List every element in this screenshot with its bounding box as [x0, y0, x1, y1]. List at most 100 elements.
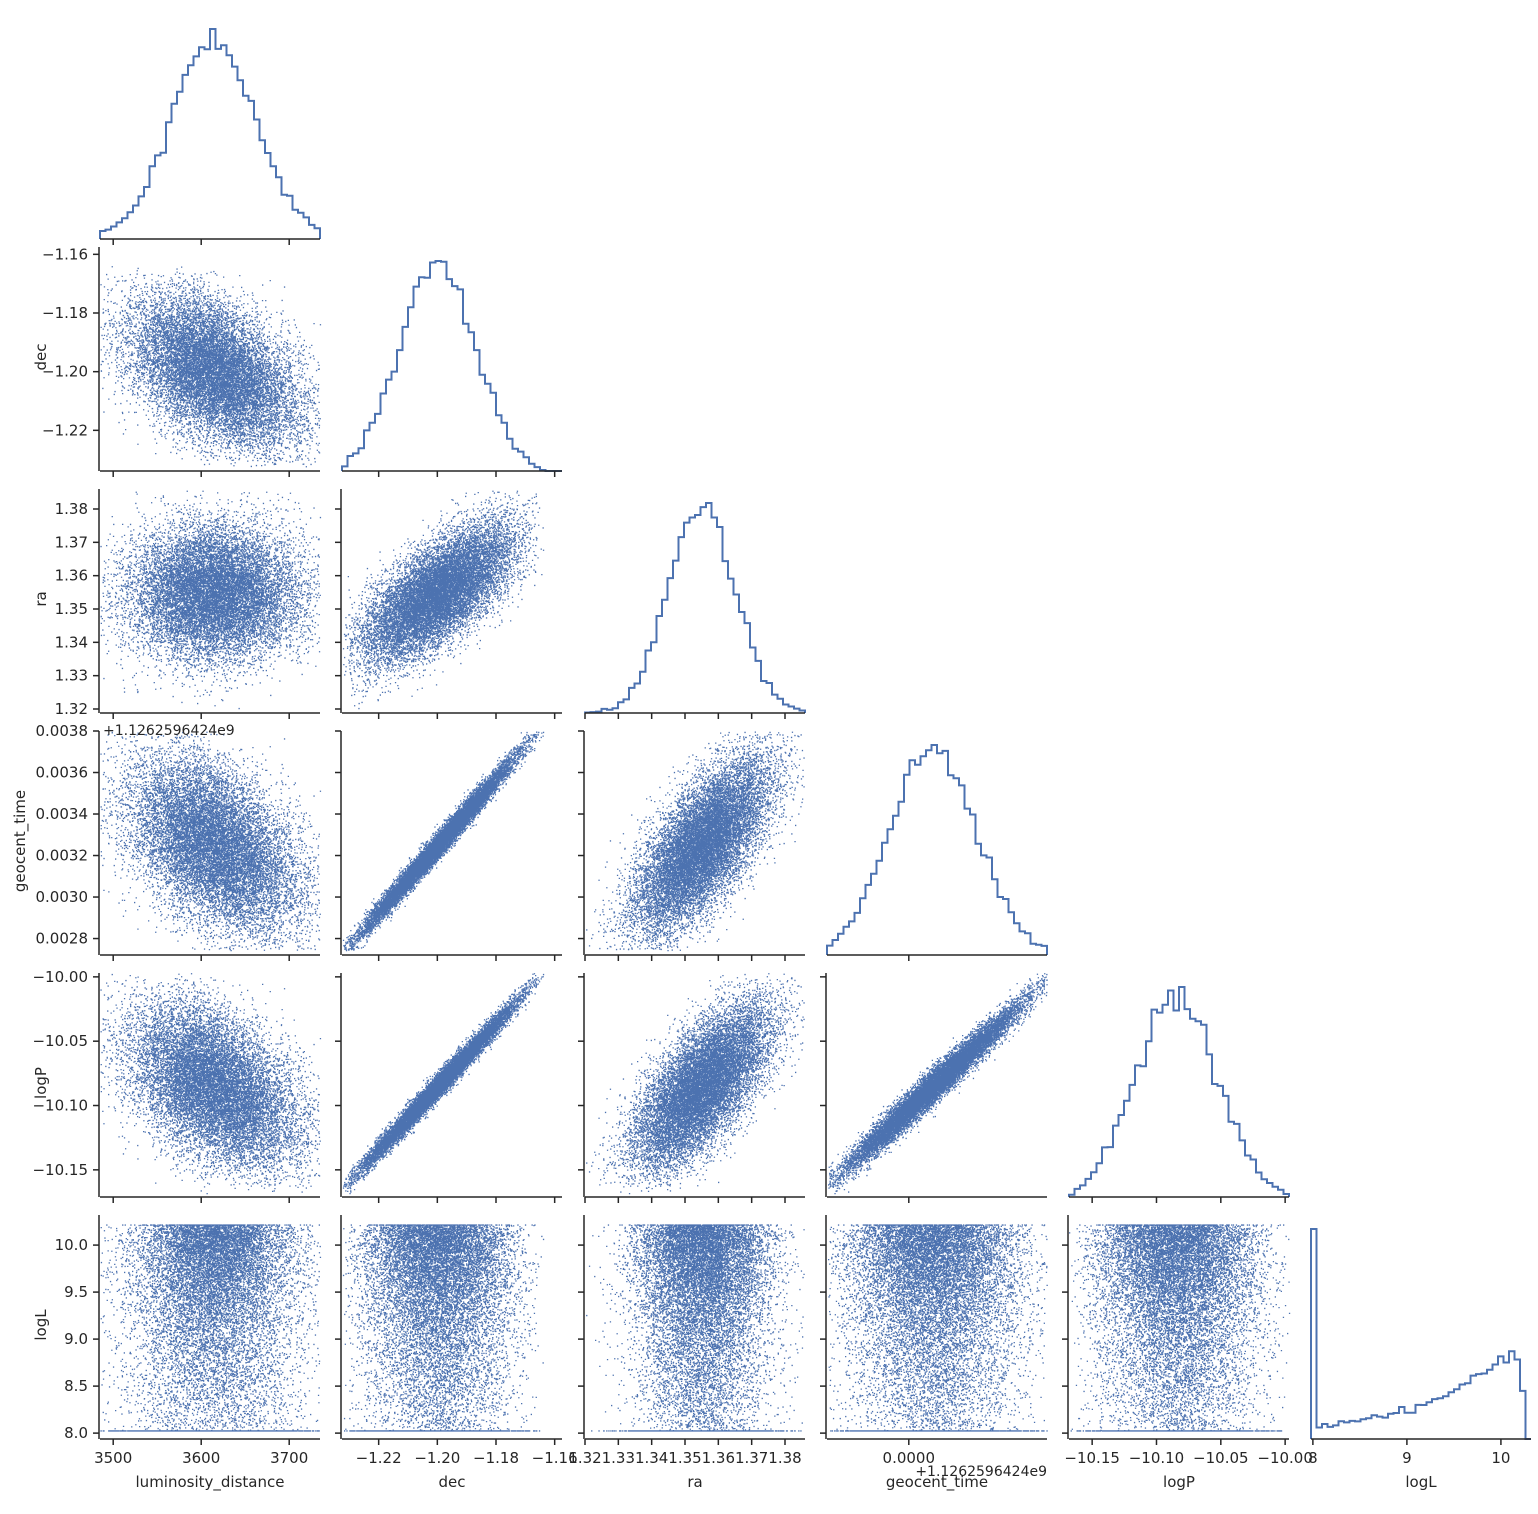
panel-grid — [98, 28, 1531, 1440]
scatter-points — [828, 973, 1048, 1195]
y-tick-label: −10.05 — [32, 1032, 88, 1050]
scatter-panel-dec-vs-luminosity_distance — [98, 247, 322, 472]
y-tick-label: 9.5 — [64, 1283, 88, 1301]
histogram-logP — [1068, 986, 1290, 1198]
histogram-dec — [341, 260, 562, 472]
scatter-points — [342, 731, 545, 952]
scatter-panel-logP-vs-geocent_time — [825, 973, 1048, 1198]
scatter-points — [100, 1224, 322, 1432]
x-tick-label: 0.0000 — [883, 1449, 936, 1467]
x-axis-label: luminosity_distance — [136, 1473, 285, 1492]
scatter-panel-geocent_time-vs-dec — [340, 731, 562, 956]
y-tick-label: 0.0038 — [36, 722, 89, 740]
y-tick-label: 10.0 — [55, 1236, 88, 1254]
x-tick-label: 1.33 — [602, 1449, 635, 1467]
y-tick-label: 9.0 — [64, 1330, 88, 1348]
x-tick-label: 8 — [1308, 1449, 1318, 1467]
y-tick-label: 8.5 — [64, 1377, 88, 1395]
x-tick-label: 9 — [1402, 1449, 1412, 1467]
y-tick-label: −1.16 — [42, 245, 88, 263]
scatter-points — [586, 731, 805, 952]
x-tick-label: 3700 — [270, 1449, 308, 1467]
x-tick-label: −1.18 — [473, 1449, 519, 1467]
x-tick-label: −10.00 — [1257, 1449, 1313, 1467]
scatter-points — [100, 266, 322, 468]
histogram-steps — [341, 260, 562, 472]
scatter-panel-logP-vs-luminosity_distance — [98, 973, 322, 1198]
x-axis-label: logP — [1163, 1473, 1195, 1491]
scatter-panel-ra-vs-dec — [340, 489, 562, 714]
scatter-points — [586, 1224, 805, 1432]
y-offset-label: +1.1262596424e9 — [103, 723, 235, 739]
histogram-ra — [584, 502, 806, 714]
x-tick-label: 1.36 — [702, 1449, 735, 1467]
x-tick-label: 1.35 — [668, 1449, 701, 1467]
x-axis-label: ra — [687, 1473, 702, 1491]
scatter-points — [100, 973, 322, 1195]
scatter-points — [828, 1224, 1048, 1432]
histogram-logL — [1310, 1228, 1531, 1440]
scatter-panel-ra-vs-luminosity_distance — [98, 489, 322, 714]
label-layer: −1.22−1.20−1.18−1.161.321.331.341.351.36… — [11, 245, 1510, 1492]
histogram-steps — [1068, 986, 1290, 1197]
x-tick-label: −1.20 — [414, 1449, 460, 1467]
scatter-points — [342, 973, 545, 1195]
scatter-panel-logL-vs-ra — [583, 1215, 805, 1440]
y-tick-label: 0.0028 — [36, 930, 89, 948]
x-tick-label: −10.10 — [1129, 1449, 1185, 1467]
scatter-panel-logP-vs-ra — [583, 973, 805, 1198]
x-tick-label: −1.16 — [532, 1449, 578, 1467]
y-tick-label: 0.0030 — [36, 888, 89, 906]
histogram-luminosity_distance — [99, 28, 321, 240]
scatter-points — [342, 490, 545, 710]
scatter-points — [1069, 1224, 1291, 1432]
x-tick-label: −1.22 — [356, 1449, 402, 1467]
scatter-points — [100, 731, 322, 952]
y-tick-label: 0.0036 — [36, 764, 89, 782]
scatter-points — [342, 1224, 545, 1432]
scatter-panel-logL-vs-logP — [1067, 1215, 1291, 1440]
y-axis-label: dec — [32, 344, 50, 371]
scatter-points — [100, 490, 322, 710]
x-tick-label: −10.15 — [1064, 1449, 1120, 1467]
x-axis-label: dec — [439, 1473, 466, 1491]
y-tick-label: 1.34 — [55, 633, 88, 651]
x-tick-label: 10 — [1491, 1449, 1510, 1467]
y-axis-label: geocent_time — [11, 790, 30, 892]
y-tick-label: 1.33 — [55, 667, 88, 685]
y-axis-label: logP — [32, 1067, 50, 1099]
x-tick-label: 1.34 — [635, 1449, 668, 1467]
y-tick-label: 8.0 — [64, 1424, 88, 1442]
histogram-steps — [584, 502, 806, 714]
scatter-points — [586, 973, 805, 1195]
scatter-panel-logL-vs-dec — [340, 1215, 562, 1440]
tick-layer — [93, 239, 1502, 1445]
x-tick-label: 1.38 — [768, 1449, 801, 1467]
scatter-panel-geocent_time-vs-ra — [583, 731, 805, 956]
x-offset-label: +1.1262596424e9 — [915, 1464, 1047, 1480]
y-tick-label: 1.36 — [55, 567, 88, 585]
x-tick-label: −10.05 — [1193, 1449, 1249, 1467]
y-axis-label: logL — [32, 1309, 50, 1341]
y-tick-label: 1.38 — [55, 500, 88, 518]
scatter-panel-logL-vs-luminosity_distance — [98, 1215, 322, 1440]
y-tick-label: 1.35 — [55, 600, 88, 618]
x-tick-label: 3500 — [94, 1449, 132, 1467]
y-tick-label: −1.22 — [42, 421, 88, 439]
x-axis-label: logL — [1405, 1473, 1437, 1491]
histogram-steps — [826, 744, 1048, 955]
y-axis-label: ra — [32, 591, 50, 606]
y-tick-label: −10.15 — [32, 1161, 88, 1179]
y-tick-label: −1.18 — [42, 304, 88, 322]
y-tick-label: 0.0032 — [36, 847, 89, 865]
y-tick-label: −1.20 — [42, 363, 88, 381]
x-tick-label: 3600 — [182, 1449, 220, 1467]
y-tick-label: −10.00 — [32, 968, 88, 986]
scatter-panel-geocent_time-vs-luminosity_distance — [98, 731, 322, 956]
y-tick-label: 1.37 — [55, 533, 88, 551]
histogram-steps — [99, 28, 321, 239]
y-tick-label: 0.0034 — [36, 805, 89, 823]
histogram-geocent_time — [826, 744, 1048, 956]
x-tick-label: 1.32 — [568, 1449, 601, 1467]
